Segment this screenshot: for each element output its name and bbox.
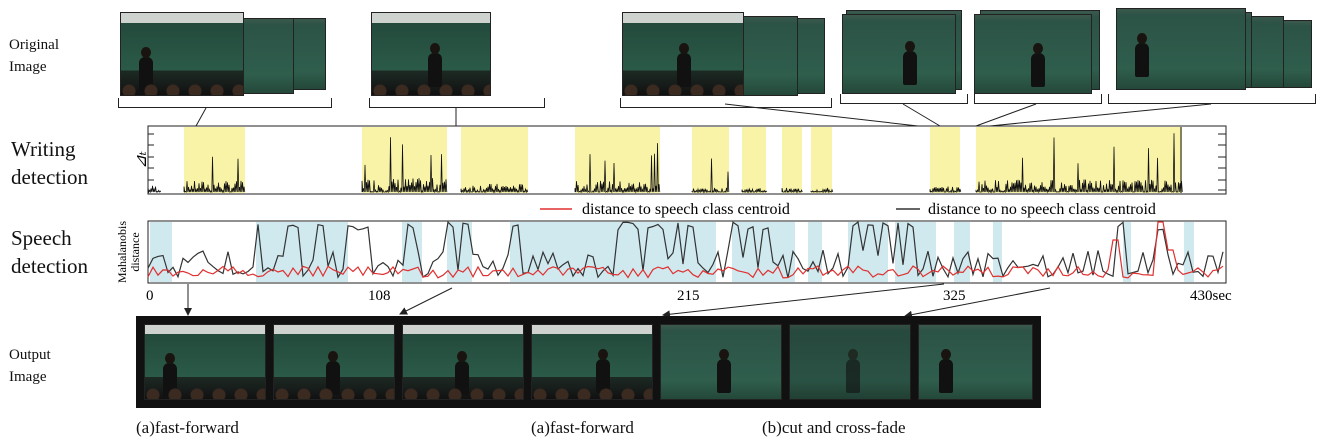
output-frame — [918, 324, 1033, 400]
speech-graph-frame — [147, 220, 1227, 284]
writing-highlight-band — [811, 127, 832, 193]
x-tick-label: 430sec — [1190, 288, 1232, 304]
speech-highlight-band — [732, 222, 795, 282]
output-frame — [144, 324, 266, 400]
writing-signal — [147, 127, 1183, 194]
speech-detection-graph: Mahalanobis distance — [115, 220, 1227, 284]
output-frame — [531, 324, 653, 400]
speech-y-axis-label-line2: distance — [128, 232, 142, 271]
speech-legend: distance to speech class centroid distan… — [540, 201, 1156, 218]
speech-highlight-band — [993, 222, 1002, 282]
speech-detection-label: Speech detection — [11, 224, 88, 280]
original-frame — [622, 12, 744, 96]
x-tick-label: 325 — [943, 288, 966, 304]
output-image-label: Output Image — [9, 344, 51, 388]
writing-y-ticks — [148, 133, 1226, 191]
speech-detection-label-line2: detection — [11, 254, 88, 278]
speech-highlight-band — [1123, 222, 1131, 282]
no-speech-distance-line — [147, 220, 1224, 279]
writing-highlight-band — [461, 127, 528, 193]
output-image-strip — [136, 316, 1041, 408]
frame-group-bracket — [620, 98, 832, 108]
writing-highlight-band — [742, 127, 766, 193]
writing-highlight-band — [575, 127, 660, 193]
speech-highlight-band — [256, 222, 348, 282]
original-frame — [974, 14, 1092, 94]
arrow — [662, 283, 945, 319]
x-tick-label: 108 — [368, 288, 391, 304]
writing-highlight-band — [184, 127, 245, 193]
frame-group-bracket — [369, 98, 545, 108]
original-frame — [120, 12, 244, 96]
writing-detection-label-line1: Writing — [11, 137, 76, 161]
writing-highlight-band — [782, 127, 802, 193]
writing-detection-label-line2: detection — [11, 165, 88, 189]
output-frame — [402, 324, 524, 400]
speech-highlight-band — [808, 222, 822, 282]
caption-cut-and-cross-fade: (b)cut and cross-fade — [762, 418, 906, 437]
writing-y-axis-label: ⊿ₜ — [133, 151, 150, 168]
legend-black-label: distance to no speech class centroid — [928, 201, 1156, 218]
output-image-label-line2: Image — [9, 369, 47, 385]
frame-group-bracket — [1108, 94, 1316, 104]
caption-fast-forward-1: (a)fast-forward — [136, 418, 239, 437]
caption-fast-forward-2: (a)fast-forward — [531, 418, 634, 437]
frame-group-bracket — [118, 98, 332, 108]
original-frame — [842, 14, 956, 94]
original-image-label-line2: Image — [9, 59, 47, 75]
original-frame — [1116, 8, 1246, 90]
arrow — [904, 287, 1051, 319]
arrow — [399, 287, 453, 315]
output-frame — [789, 324, 911, 400]
speech-highlight-band — [954, 222, 970, 282]
speech-highlight-band — [1184, 222, 1194, 282]
x-axis: 0 108 215 325 430sec — [146, 288, 1232, 304]
original-image-label: Original Image — [9, 34, 59, 78]
writing-highlight-band — [930, 127, 960, 193]
legend-red-label: distance to speech class centroid — [582, 201, 790, 218]
speech-distance-line — [147, 221, 1224, 279]
frame-group-bracket — [974, 94, 1102, 104]
speech-detection-label-line1: Speech — [11, 226, 72, 250]
original-image-label-line1: Original — [9, 37, 59, 53]
writing-detection-label: Writing detection — [11, 135, 88, 191]
x-tick-label: 0 — [146, 288, 154, 304]
original-frame — [371, 12, 491, 96]
frame-group-bracket — [840, 94, 968, 104]
writing-graph-frame — [147, 125, 1227, 195]
writing-spike-path — [147, 133, 1183, 194]
output-image-label-line1: Output — [9, 347, 51, 363]
speech-y-axis-label-line1: Mahalanobis — [115, 221, 129, 283]
x-tick-label: 215 — [677, 288, 700, 304]
writing-highlight-band — [362, 127, 447, 193]
speech-highlight-band — [150, 222, 172, 282]
writing-detection-graph: ⊿ₜ — [133, 125, 1227, 195]
timeline-arrows — [184, 283, 1051, 319]
output-frame — [660, 324, 782, 400]
output-frame — [273, 324, 395, 400]
bracket-connectors — [195, 103, 1212, 127]
writing-highlight-band — [692, 127, 729, 193]
writing-highlights — [184, 127, 1182, 193]
